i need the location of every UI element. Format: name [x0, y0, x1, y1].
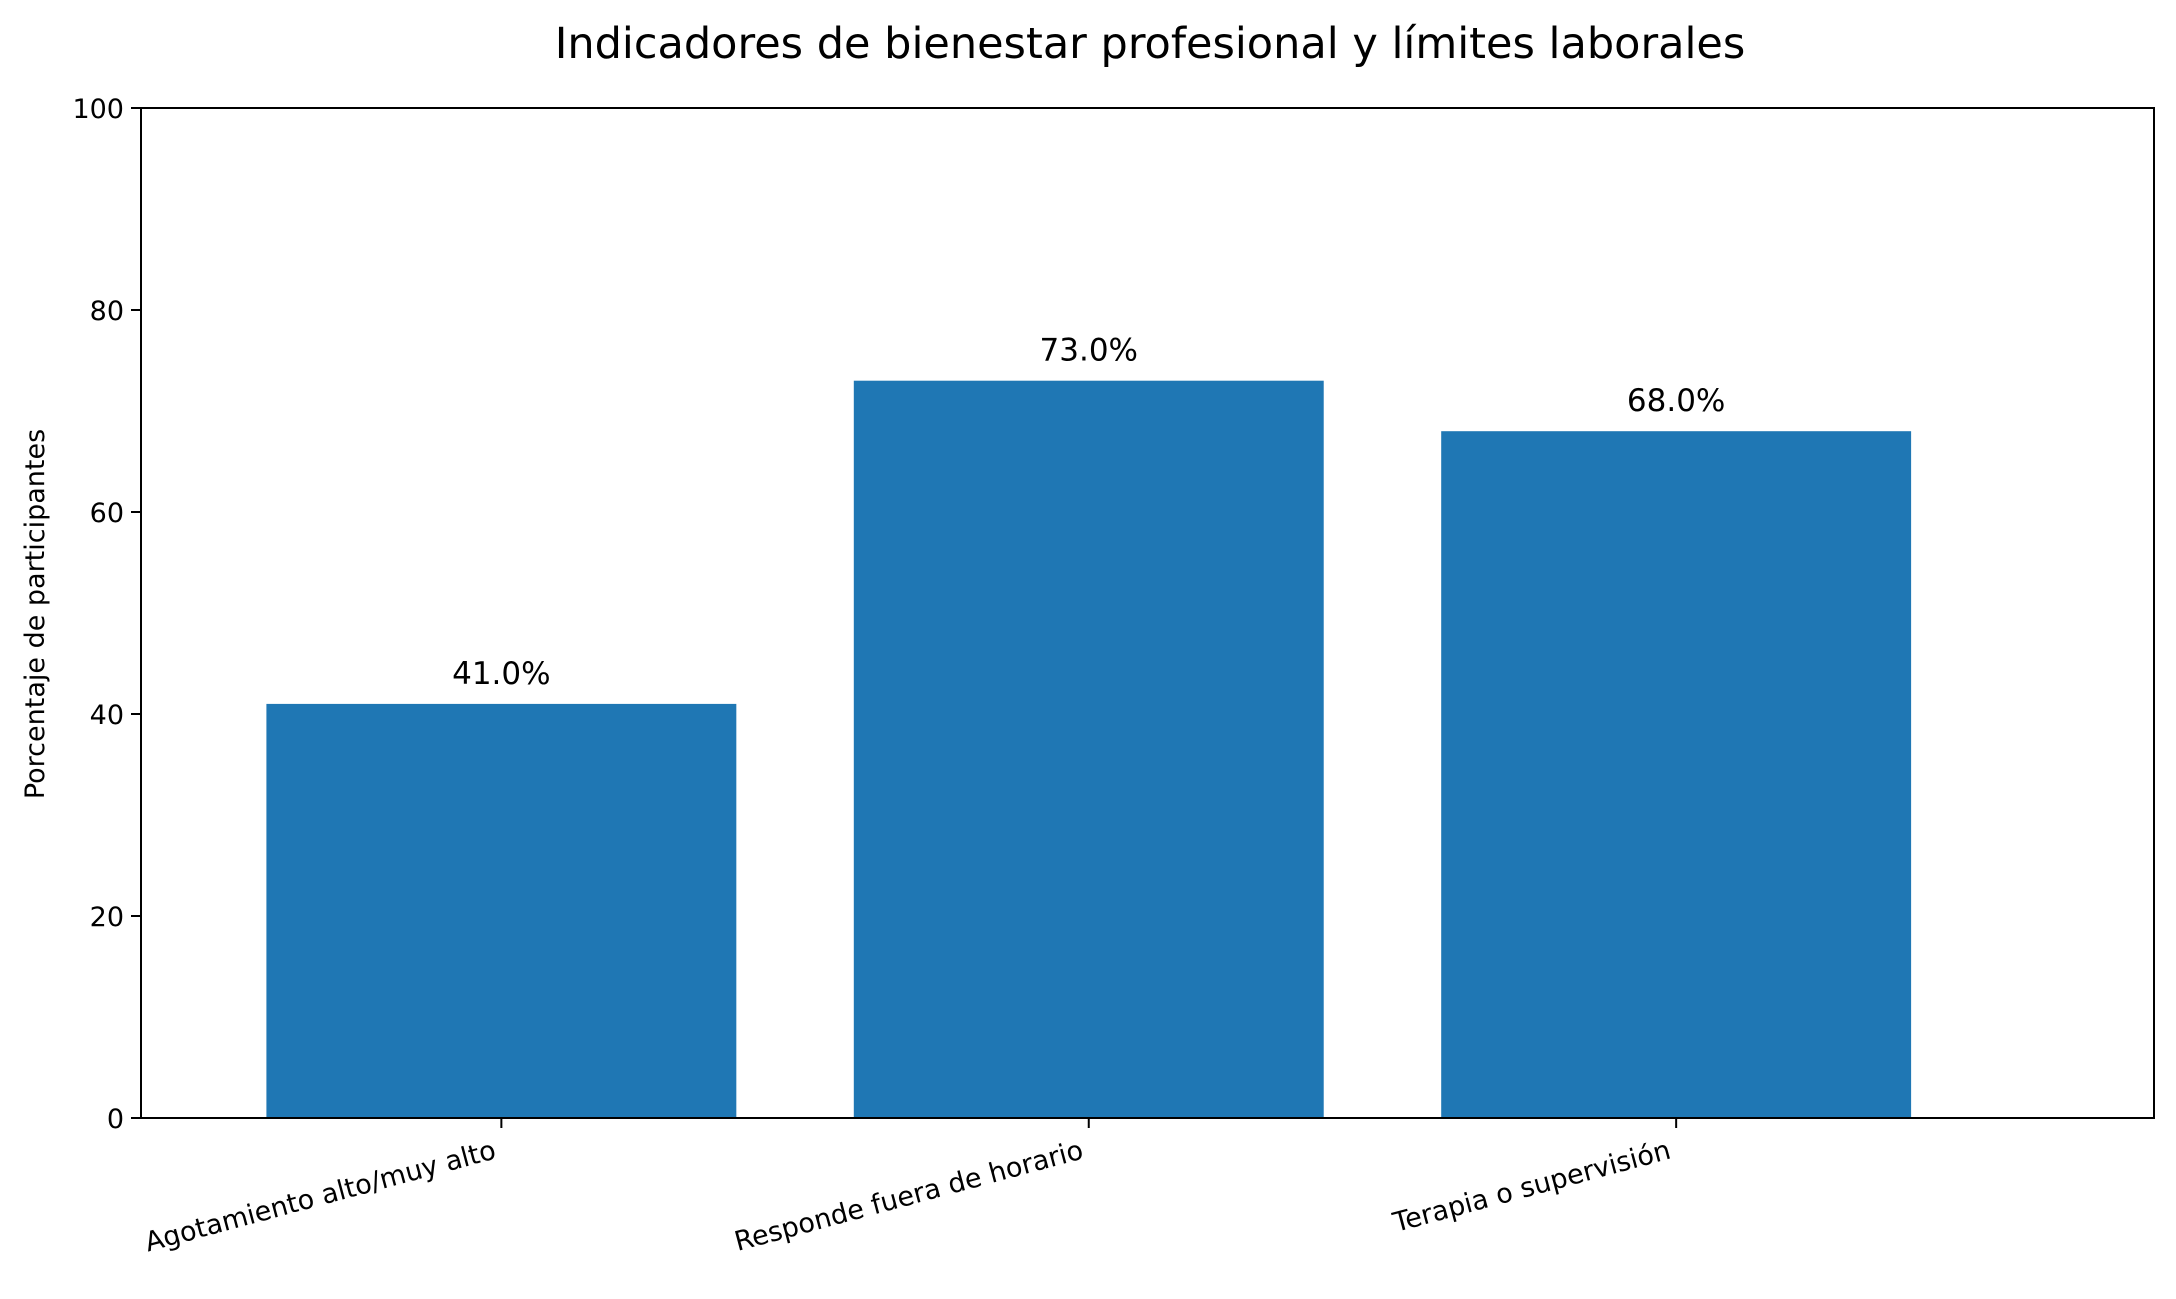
y-tick-label-4: 80: [90, 296, 124, 327]
data-labels: 41.0% 73.0% 68.0%: [452, 333, 1725, 692]
y-axis-label: Porcentaje de participantes: [20, 429, 51, 799]
bars-layer: [266, 380, 1912, 1118]
y-tick-label-3: 60: [90, 498, 124, 529]
chart-title: Indicadores de bienestar profesional y l…: [555, 19, 1746, 69]
bar-value-label-3: 68.0%: [1627, 383, 1725, 419]
bar-value-label-1: 41.0%: [452, 656, 550, 692]
plot-area-frame: [140, 107, 2155, 1119]
x-tick-label-1: Agotamiento alto/muy alto: [142, 1135, 500, 1259]
y-tick-label-1: 20: [90, 902, 124, 933]
x-tick-label-2: Responde fuera de horario: [731, 1135, 1086, 1258]
bar-2: [853, 380, 1324, 1118]
y-tick-label-0: 0: [107, 1104, 124, 1135]
y-tick-label-2: 40: [90, 700, 124, 731]
bar-3: [1441, 431, 1912, 1118]
y-axis-ticks: 0 20 40 60 80 100: [72, 94, 141, 1135]
y-tick-label-5: 100: [72, 94, 124, 125]
x-tick-label-3: Terapia o supervisión: [1389, 1135, 1674, 1239]
bar-value-label-2: 73.0%: [1040, 333, 1138, 369]
x-axis-ticks: Agotamiento alto/muy alto Responde fuera …: [142, 1118, 1678, 1259]
bar-1: [266, 703, 737, 1118]
